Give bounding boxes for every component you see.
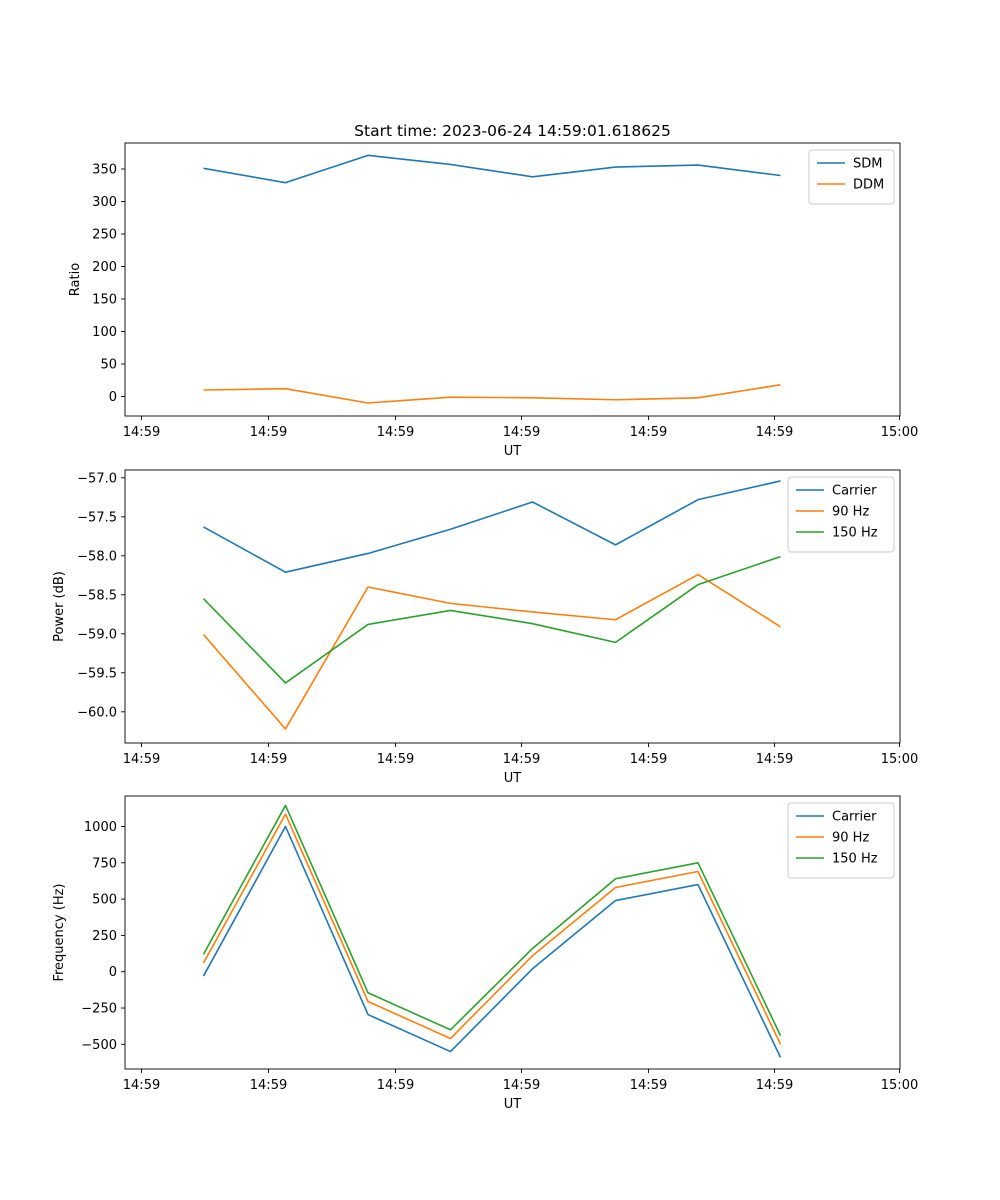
figure-title: Start time: 2023-06-24 14:59:01.618625 xyxy=(354,122,671,140)
x-tick-label: 14:59 xyxy=(503,1078,540,1093)
x-axis-label: UT xyxy=(504,444,522,459)
x-axis-label: UT xyxy=(504,1097,522,1112)
y-tick-label: −59.0 xyxy=(77,627,117,642)
y-tick-label: 200 xyxy=(92,260,117,275)
x-tick-label: 14:59 xyxy=(250,425,287,440)
y-tick-label: −58.0 xyxy=(77,549,117,564)
x-tick-label: 14:59 xyxy=(250,752,287,767)
x-tick-label: 14:59 xyxy=(630,752,667,767)
legend-label: 150 Hz xyxy=(832,526,878,541)
y-axis-label: Frequency (Hz) xyxy=(52,883,67,981)
y-tick-label: 300 xyxy=(92,195,117,210)
y-tick-label: 250 xyxy=(92,228,117,243)
y-tick-label: 150 xyxy=(92,293,117,308)
x-tick-label: 14:59 xyxy=(503,752,540,767)
series-line-150-hz xyxy=(202,555,781,684)
x-tick-label: 14:59 xyxy=(630,425,667,440)
y-tick-label: −500 xyxy=(81,1038,117,1053)
legend-label: Carrier xyxy=(832,810,877,825)
legend: Carrier 90 Hz 150 Hz xyxy=(787,802,895,879)
series-line-90-hz xyxy=(202,813,782,1045)
y-tick-label: −60.0 xyxy=(77,705,117,720)
x-tick-label: 14:59 xyxy=(630,1078,667,1093)
y-tick-label: 250 xyxy=(92,929,117,944)
legend-label: SDM xyxy=(853,157,882,172)
y-tick-label: 100 xyxy=(92,325,117,340)
legend-label: 150 Hz xyxy=(832,852,878,867)
x-tick-label: 14:59 xyxy=(250,1078,287,1093)
axes-frame xyxy=(124,469,901,744)
x-tick-label: 14:59 xyxy=(756,425,793,440)
series-line-carrier xyxy=(202,825,782,1058)
series-line-150-hz xyxy=(202,804,782,1036)
axes-frame xyxy=(124,795,901,1070)
y-axis-label: Ratio xyxy=(68,263,83,296)
y-tick-label: 0 xyxy=(109,965,117,980)
y-tick-label: −58.5 xyxy=(77,588,117,603)
y-tick-label: 350 xyxy=(92,163,117,178)
y-tick-label: 1000 xyxy=(84,820,117,835)
x-tick-label: 15:00 xyxy=(881,1078,918,1093)
y-tick-label: 50 xyxy=(100,358,117,373)
legend-label: Carrier xyxy=(832,484,877,499)
y-tick-label: −57.0 xyxy=(77,471,117,486)
x-tick-label: 14:59 xyxy=(123,1078,160,1093)
y-tick-label: −250 xyxy=(81,1002,117,1017)
x-tick-label: 14:59 xyxy=(756,1078,793,1093)
series-line-sdm xyxy=(203,154,781,184)
y-tick-label: 750 xyxy=(92,856,117,871)
legend-box xyxy=(787,476,895,553)
series-line-carrier xyxy=(203,480,781,573)
chart-panel-2: 14:59 14:59 14:59 14:59 14:59 14:59 15:00 −60.0… xyxy=(52,469,918,786)
legend-box xyxy=(787,802,895,879)
x-tick-label: 14:59 xyxy=(377,425,414,440)
legend: SDM DDM xyxy=(808,149,895,205)
x-tick-label: 15:00 xyxy=(881,425,918,440)
legend-label: 90 Hz xyxy=(832,831,869,846)
y-tick-label: 500 xyxy=(92,893,117,908)
chart-panel-1: 14:59 14:59 14:59 14:59 14:59 14:59 15:00 0 50 10… xyxy=(68,142,918,459)
y-tick-label: −57.5 xyxy=(77,510,117,525)
chart-panel-3: 14:59 14:59 14:59 14:59 14:59 14:59 15:00 −500 −… xyxy=(52,795,918,1112)
x-tick-label: 14:59 xyxy=(123,425,160,440)
x-tick-label: 14:59 xyxy=(503,425,540,440)
y-axis-label: Power (dB) xyxy=(52,571,67,642)
axes-frame xyxy=(124,142,901,417)
legend-label: 90 Hz xyxy=(832,505,869,520)
legend-label: DDM xyxy=(853,178,884,193)
x-tick-label: 15:00 xyxy=(881,752,918,767)
series-line-ddm xyxy=(203,384,781,404)
legend: Carrier 90 Hz 150 Hz xyxy=(787,476,895,553)
x-tick-label: 14:59 xyxy=(377,1078,414,1093)
y-tick-label: −59.5 xyxy=(77,666,117,681)
x-axis-label: UT xyxy=(504,771,522,786)
x-tick-label: 14:59 xyxy=(123,752,160,767)
y-tick-label: 0 xyxy=(109,390,117,405)
x-tick-label: 14:59 xyxy=(756,752,793,767)
x-tick-label: 14:59 xyxy=(377,752,414,767)
series-line-90-hz xyxy=(202,573,781,730)
